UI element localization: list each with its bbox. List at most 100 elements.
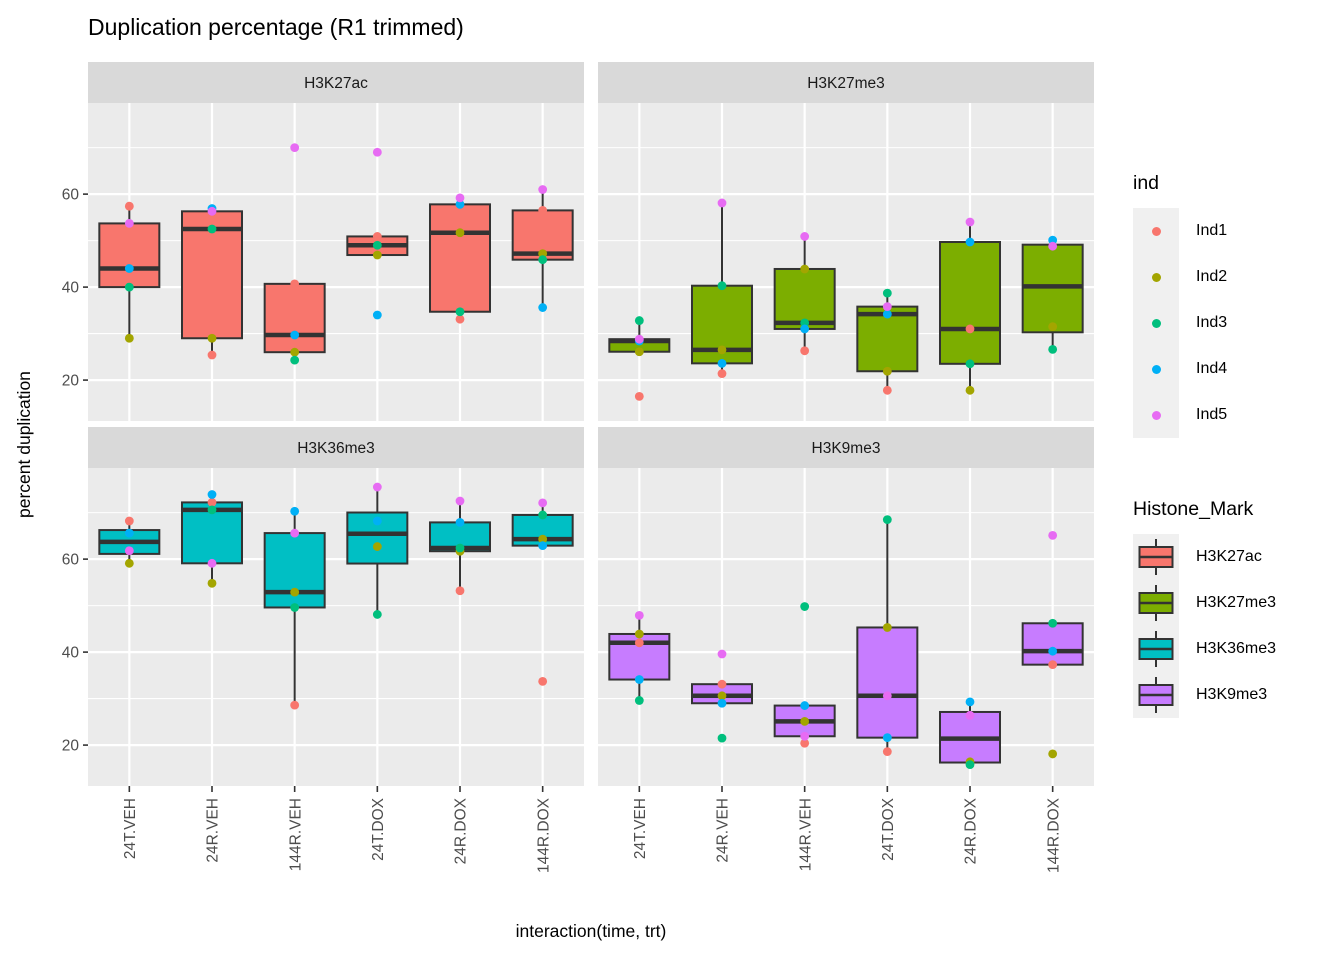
y-tick-label: 20 xyxy=(62,373,80,390)
data-point xyxy=(800,324,810,334)
legend-key xyxy=(1133,208,1179,254)
legend-item-h3k36me3: H3K36me3 xyxy=(1133,626,1276,672)
data-point xyxy=(207,505,217,515)
data-point xyxy=(634,334,644,344)
data-point xyxy=(800,264,810,274)
legend-key xyxy=(1133,392,1179,438)
data-point xyxy=(207,350,217,360)
data-point xyxy=(290,506,300,516)
data-point xyxy=(372,516,382,526)
data-point xyxy=(882,747,892,756)
data-point xyxy=(372,240,382,250)
legend-ind: ind Ind1 Ind2 Ind3 Ind4 Ind5 xyxy=(1133,172,1227,438)
data-point xyxy=(800,738,810,748)
data-point xyxy=(634,638,644,648)
legend-histone-title: Histone_Mark xyxy=(1133,498,1254,520)
x-axis-title: interaction(time, trt) xyxy=(515,921,667,941)
facet-strip xyxy=(598,427,1094,468)
data-point xyxy=(455,543,465,553)
data-point xyxy=(124,528,134,538)
data-point xyxy=(965,385,975,395)
data-point xyxy=(800,716,810,726)
data-point xyxy=(717,649,727,659)
data-point xyxy=(538,185,548,194)
strip-label: H3K9me3 xyxy=(812,440,881,457)
data-point xyxy=(882,366,892,376)
data-point xyxy=(372,147,382,157)
data-point xyxy=(207,206,217,216)
legend-ind-title: ind xyxy=(1133,172,1160,194)
facet-strip xyxy=(88,62,584,103)
x-tick-label: 144R.DOX xyxy=(535,797,552,873)
data-point xyxy=(1048,618,1058,628)
data-point xyxy=(538,676,548,686)
boxplot-box xyxy=(939,241,1001,365)
legend-item-h3k9me3: H3K9me3 xyxy=(1133,672,1276,718)
data-point xyxy=(965,324,975,334)
legend-item-label: Ind1 xyxy=(1196,222,1228,239)
data-point xyxy=(882,691,892,701)
y-tick-label: 40 xyxy=(62,280,80,297)
x-tick-label: 24T.VEH xyxy=(632,798,649,859)
legend-item-label: H3K9me3 xyxy=(1196,686,1268,703)
legend-point-icon xyxy=(1151,226,1161,236)
data-point xyxy=(965,710,975,720)
x-tick-label: 24R.DOX xyxy=(963,797,980,864)
data-point xyxy=(124,264,134,273)
data-point xyxy=(717,198,727,208)
legend-point-icon xyxy=(1151,410,1161,420)
data-point xyxy=(800,232,810,241)
data-point xyxy=(372,250,382,260)
data-point xyxy=(717,345,727,355)
data-point xyxy=(1048,322,1058,332)
legend-item-ind2: Ind2 xyxy=(1133,254,1227,300)
x-tick-label: 24R.VEH xyxy=(715,798,732,863)
x-tick-label: 144R.VEH xyxy=(797,798,814,871)
data-point xyxy=(1048,235,1058,245)
data-point xyxy=(882,385,892,395)
legend-item-label: H3K27ac xyxy=(1196,548,1262,565)
facet-panel xyxy=(88,103,584,421)
data-point xyxy=(455,496,465,506)
boxplot-glyph-icon xyxy=(1138,539,1174,575)
facet-panel xyxy=(598,468,1094,786)
boxplot-glyph-icon xyxy=(1138,631,1174,667)
y-tick-label: 20 xyxy=(62,738,80,755)
legend-key xyxy=(1133,346,1179,392)
legend-item-label: Ind5 xyxy=(1196,406,1228,423)
legend-item-ind1: Ind1 xyxy=(1133,208,1227,254)
data-point xyxy=(1048,646,1058,656)
facet-panel xyxy=(88,468,584,786)
legend-item-ind3: Ind3 xyxy=(1133,300,1227,346)
legend-key xyxy=(1133,254,1179,300)
legend-item-h3k27me3: H3K27me3 xyxy=(1133,580,1276,626)
data-point xyxy=(290,347,300,357)
data-point xyxy=(372,610,382,619)
data-point xyxy=(717,733,727,743)
data-point xyxy=(538,498,548,508)
facet-strip xyxy=(88,427,584,468)
data-point xyxy=(965,359,975,369)
legend-point-icon xyxy=(1151,364,1161,374)
data-point xyxy=(1048,749,1058,759)
y-tick-label: 40 xyxy=(62,645,80,662)
data-point xyxy=(372,542,382,551)
data-point xyxy=(455,228,465,238)
data-point xyxy=(207,333,217,343)
data-point xyxy=(372,232,382,241)
data-point xyxy=(1048,345,1058,354)
chart-title: Duplication percentage (R1 trimmed) xyxy=(88,14,464,40)
data-point xyxy=(538,205,548,215)
x-tick-label: 24R.DOX xyxy=(453,797,470,864)
data-point xyxy=(717,698,727,708)
data-point xyxy=(1048,660,1058,670)
data-point xyxy=(965,697,975,707)
data-point xyxy=(290,330,300,340)
data-point xyxy=(882,288,892,298)
legend-item-label: Ind4 xyxy=(1196,360,1228,377)
boxplot-box xyxy=(856,626,919,739)
data-point xyxy=(882,309,892,319)
data-point xyxy=(717,691,727,701)
data-point xyxy=(455,586,465,596)
